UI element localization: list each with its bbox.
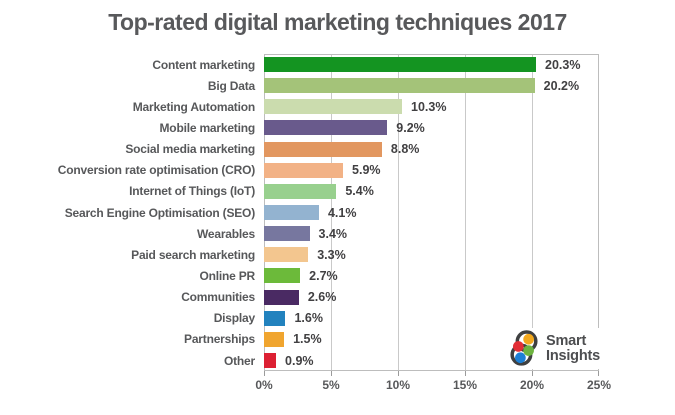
value-label: 0.9% (285, 353, 314, 368)
category-label: Wearables (196, 226, 255, 241)
bar (264, 141, 382, 157)
gridline (398, 55, 399, 370)
bar-row: Other 0.9% (0, 350, 675, 371)
x-tick-label: 25% (586, 378, 612, 392)
value-label: 2.7% (309, 268, 338, 283)
category-label: Internet of Things (IoT) (129, 184, 255, 199)
value-label: 9.2% (396, 120, 425, 135)
bar-row: Mobile marketing 9.2% (0, 117, 675, 138)
value-label: 3.3% (317, 247, 346, 262)
bar-row: Partnerships 1.5% (0, 329, 675, 350)
x-tick-label: 5% (322, 378, 340, 392)
bar (264, 162, 344, 178)
category-label: Marketing Automation (132, 99, 255, 114)
category-label: Search Engine Optimisation (SEO) (64, 205, 256, 220)
x-tick (398, 371, 399, 376)
category-label: Other (223, 353, 255, 368)
logo-text-line2: Insights (546, 347, 600, 364)
gridline (532, 55, 533, 370)
bar (264, 331, 285, 347)
bar-row: Search Engine Optimisation (SEO) 4.1% (0, 202, 675, 223)
value-label: 20.2% (543, 78, 580, 93)
logo-text: Smart Insights (546, 332, 600, 364)
category-label: Partnerships (184, 332, 255, 347)
category-label: Big Data (207, 78, 255, 93)
category-label: Paid search marketing (131, 247, 255, 262)
bar (264, 57, 537, 73)
value-label: 1.6% (294, 311, 323, 326)
bar-row: Marketing Automation 10.3% (0, 96, 675, 117)
bar (264, 268, 301, 284)
x-tick-label: 0% (255, 378, 273, 392)
bar-row: Communities 2.6% (0, 287, 675, 308)
category-label: Mobile marketing (159, 120, 256, 135)
value-label: 4.1% (327, 205, 357, 220)
bar (264, 78, 535, 94)
bar (264, 205, 319, 221)
logo-dot-top (523, 333, 534, 345)
bar-row: Paid search marketing 3.3% (0, 244, 675, 265)
bar (264, 226, 310, 242)
x-tick-label: 20% (519, 378, 545, 392)
logo-dot-bottom (515, 352, 526, 364)
category-label: Conversion rate optimisation (CRO) (57, 163, 255, 178)
bar (264, 310, 286, 326)
x-tick (598, 371, 599, 376)
chart-title: Top-rated digital marketing techniques 2… (108, 9, 567, 35)
bar (264, 247, 309, 263)
bar-row: Big Data 20.2% (0, 75, 675, 96)
x-tick (465, 371, 466, 376)
bar-row: Wearables 3.4% (0, 223, 675, 244)
chart-body: Content marketing 20.3% Big Data 20.2% Marke… (0, 54, 675, 371)
bar (264, 289, 299, 305)
x-axis: 0% 5% 10% 15% 20% 25% (255, 371, 611, 401)
bar (264, 353, 277, 369)
x-tick (331, 371, 332, 376)
gridline (465, 55, 466, 370)
category-label: Content marketing (152, 57, 255, 72)
category-label: Social media marketing (125, 142, 255, 157)
category-label: Online PR (199, 268, 255, 283)
category-label: Display (213, 311, 255, 326)
bar-row: Social media marketing 8.8% (0, 139, 675, 160)
x-tick-label: 15% (452, 378, 478, 392)
smart-insights-logo: Smart Insights (504, 328, 604, 369)
bar-row: Content marketing 20.3% (0, 54, 675, 75)
bar-rows: Content marketing 20.3% Big Data 20.2% Marke… (0, 54, 675, 371)
bar-row: Online PR 2.7% (0, 265, 675, 286)
value-label: 2.6% (307, 290, 337, 305)
bar-row: Display 1.6% (0, 308, 675, 329)
bar-row: Internet of Things (IoT) 5.4% (0, 181, 675, 202)
value-label: 8.8% (390, 142, 420, 157)
logo-dot-right (523, 345, 534, 356)
x-tick (264, 371, 265, 376)
value-label: 1.5% (293, 332, 322, 347)
bar-row: Conversion rate optimisation (CRO) 5.9% (0, 160, 675, 181)
logo-dot-left (512, 341, 524, 352)
value-label: 3.4% (318, 226, 348, 241)
bar (264, 183, 337, 199)
logo-text-line1: Smart (546, 332, 587, 349)
x-tick-label: 10% (385, 378, 411, 392)
value-label: 5.4% (345, 184, 374, 199)
category-label: Communities (181, 290, 255, 305)
bar (264, 120, 388, 136)
smart-insights-logo-icon (510, 330, 538, 366)
value-label: 20.3% (545, 57, 581, 72)
value-label: 5.9% (352, 163, 381, 178)
value-label: 10.3% (411, 99, 447, 114)
bar (264, 99, 403, 115)
x-tick (532, 371, 533, 376)
gridline (331, 55, 332, 370)
